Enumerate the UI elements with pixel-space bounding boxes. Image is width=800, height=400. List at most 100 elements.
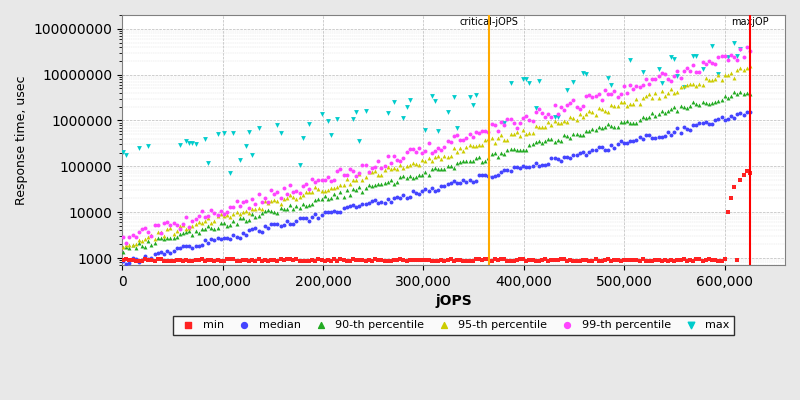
Point xyxy=(665,86,678,92)
Point xyxy=(498,256,510,262)
Point xyxy=(174,257,186,264)
Point xyxy=(712,98,725,104)
Point xyxy=(218,211,230,217)
Point xyxy=(447,178,460,184)
Point xyxy=(180,229,193,235)
Point xyxy=(158,251,170,257)
Point xyxy=(728,40,741,46)
Point xyxy=(356,256,369,263)
Point xyxy=(145,256,158,263)
Point xyxy=(161,226,174,232)
Point xyxy=(678,124,690,130)
Point xyxy=(740,90,753,96)
Point xyxy=(671,73,684,80)
Point xyxy=(369,182,382,188)
Point xyxy=(731,53,744,60)
Point xyxy=(334,182,347,188)
Point xyxy=(463,257,476,264)
Point xyxy=(350,204,362,210)
Point xyxy=(117,149,130,156)
Point xyxy=(441,153,454,160)
Point xyxy=(602,256,614,262)
Point xyxy=(488,150,501,156)
Point xyxy=(192,219,205,225)
Point xyxy=(470,154,482,161)
Point xyxy=(299,215,312,222)
Point xyxy=(429,188,442,194)
Point xyxy=(592,124,605,130)
Point xyxy=(186,245,199,252)
Point xyxy=(268,220,281,227)
Point xyxy=(429,154,442,160)
Point xyxy=(419,126,432,133)
Point xyxy=(255,205,268,212)
Point xyxy=(400,104,413,110)
Point xyxy=(262,198,274,205)
Point xyxy=(322,257,334,263)
Point xyxy=(242,128,255,135)
Point xyxy=(148,222,161,228)
Point xyxy=(583,258,596,264)
Point xyxy=(558,154,570,160)
Point xyxy=(394,256,406,262)
Point xyxy=(463,177,476,183)
Point xyxy=(302,188,315,195)
Point xyxy=(306,176,318,183)
Point xyxy=(375,257,388,264)
Point xyxy=(702,76,715,83)
Point xyxy=(378,200,391,206)
Point xyxy=(382,179,394,185)
Point xyxy=(561,87,574,93)
Point xyxy=(526,118,539,124)
Point xyxy=(649,257,662,263)
Point xyxy=(183,258,196,264)
Point xyxy=(618,140,630,146)
Point xyxy=(457,148,470,154)
Point xyxy=(466,178,479,185)
Point xyxy=(605,102,618,109)
Point xyxy=(460,258,473,264)
Point xyxy=(390,194,403,200)
Point xyxy=(278,196,290,202)
Point xyxy=(722,116,734,122)
Point xyxy=(331,194,344,200)
Point xyxy=(737,112,750,118)
Point xyxy=(614,91,627,97)
Point xyxy=(161,247,174,254)
Point xyxy=(491,134,504,141)
Point xyxy=(403,161,416,168)
Point xyxy=(234,156,246,163)
Point xyxy=(403,146,416,152)
Point xyxy=(265,198,278,204)
Point xyxy=(416,150,429,156)
Point xyxy=(551,110,564,117)
Point xyxy=(602,108,614,115)
Point xyxy=(686,52,699,59)
Point xyxy=(570,104,583,110)
Point xyxy=(639,93,652,99)
Point xyxy=(690,122,702,128)
Point xyxy=(580,111,593,118)
Point xyxy=(674,84,687,90)
Point xyxy=(246,257,258,263)
Point xyxy=(262,225,274,231)
Point xyxy=(530,258,542,264)
Point xyxy=(293,205,306,211)
Point xyxy=(227,129,240,136)
Point xyxy=(325,208,338,215)
Point xyxy=(548,138,561,145)
Point xyxy=(142,257,154,263)
Point xyxy=(139,253,152,259)
Point xyxy=(699,75,712,82)
Point xyxy=(403,96,416,103)
Point xyxy=(246,152,258,158)
Point xyxy=(510,257,523,264)
Point xyxy=(202,212,214,219)
Point xyxy=(734,177,747,183)
Point xyxy=(457,258,470,264)
Point xyxy=(353,171,366,178)
Point xyxy=(740,65,753,72)
Point xyxy=(429,148,442,154)
Point xyxy=(589,126,602,133)
Point xyxy=(460,179,473,185)
